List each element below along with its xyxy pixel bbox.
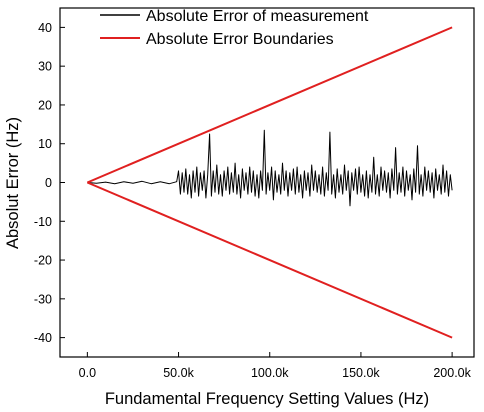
y-tick-label: -20 <box>34 254 52 268</box>
y-tick-label: -10 <box>34 215 52 229</box>
y-tick-label: -40 <box>34 331 52 345</box>
y-tick-label: 20 <box>38 98 52 112</box>
series-line-measurement <box>87 129 453 207</box>
y-axis: -40 -30 -20 -10 0 10 20 30 40 <box>34 21 65 345</box>
x-tick-label: 0.0 <box>79 366 96 380</box>
legend-label-measurement: Absolute Error of measurement <box>146 8 369 25</box>
y-axis-title: Absolut Error (Hz) <box>4 117 22 249</box>
x-tick-label: 200.0k <box>433 366 471 380</box>
boundary-line-lower <box>86 181 453 339</box>
y-tick-label: 40 <box>38 21 52 35</box>
boundary-line-upper <box>86 26 453 184</box>
x-axis: 0.0 50.0k 100.0k 150.0k 200.0k <box>79 352 472 380</box>
x-tick-label: 150.0k <box>342 366 380 380</box>
legend-label-boundaries: Absolute Error Boundaries <box>146 31 334 48</box>
y-tick-label: 30 <box>38 60 52 74</box>
series-layer <box>86 26 453 339</box>
y-tick-label: 10 <box>38 137 52 151</box>
x-axis-title: Fundamental Frequency Setting Values (Hz… <box>105 390 429 408</box>
x-tick-label: 50.0k <box>163 366 194 380</box>
y-tick-label: 0 <box>45 176 52 190</box>
y-tick-label: -30 <box>34 292 52 306</box>
legend: Absolute Error of measurement Absolute E… <box>100 8 369 48</box>
x-tick-label: 100.0k <box>251 366 289 380</box>
